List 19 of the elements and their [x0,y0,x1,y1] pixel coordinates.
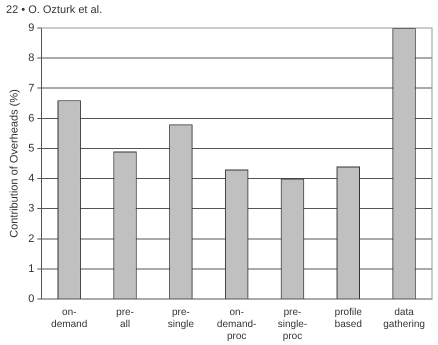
y-tick-label: 1 [28,262,34,275]
text: 22 • O. Ozturk et al. [6,4,102,16]
y-tick-label: 5 [28,142,34,154]
y-tick-label: 8 [28,52,34,64]
x-tick-label: pre-single-proc [278,306,308,342]
x-tick-label: on-demand-proc [216,306,256,342]
x-tick-label: pre-single [168,306,194,330]
y-tick-label: 7 [28,82,34,94]
x-tick-label: on-demand [51,306,88,330]
y-tick-label: 6 [28,112,34,124]
y-tick-label: 4 [28,172,34,185]
x-tick-label: pre-all [116,306,134,330]
y-tick-label: 2 [28,232,34,245]
y-tick-label: 9 [28,22,34,34]
y-axis-title: Contribution of Overheads (%) [8,89,21,238]
y-tick-label: 3 [28,202,34,215]
x-tick-label: data gathering [383,306,425,330]
y-tick-label: 0 [28,293,34,306]
x-tick-label: profile based [334,306,362,330]
